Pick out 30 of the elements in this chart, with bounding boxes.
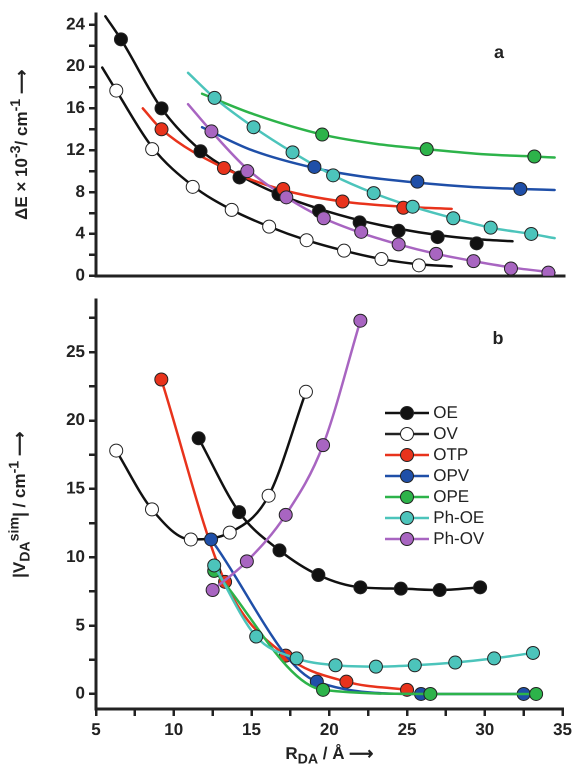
legend-label: OPE xyxy=(433,486,470,507)
x-tick-label: 25 xyxy=(398,720,416,739)
annotation: b xyxy=(492,328,504,350)
y-tick-label: 10 xyxy=(66,546,85,566)
legend-label: OV xyxy=(433,424,458,444)
y-tick-label: 0 xyxy=(76,265,85,284)
y-tick-label: 25 xyxy=(66,342,85,361)
x-tick-label: 30 xyxy=(475,720,494,739)
y-tick-label: 20 xyxy=(66,56,85,76)
y-tick-label: 15 xyxy=(66,478,85,498)
legend-label: Ph-OE xyxy=(433,508,484,528)
legend-label: OTP xyxy=(433,444,468,465)
y-tick-label: 16 xyxy=(66,98,85,118)
y-tick-label: 12 xyxy=(66,140,85,159)
legend-label: Ph-OV xyxy=(433,528,484,549)
legend-label: OE xyxy=(433,402,458,423)
x-tick-label: 35 xyxy=(553,720,572,739)
legend-label: OPV xyxy=(433,466,470,486)
x-tick-label: 20 xyxy=(320,720,339,739)
y-tick-label: 24 xyxy=(66,14,86,34)
x-tick-label: 15 xyxy=(242,720,261,739)
y-tick-label: 4 xyxy=(76,224,86,243)
x-tick-label: 5 xyxy=(91,720,101,739)
x-tick-label: 10 xyxy=(164,720,184,739)
y-tick-label: 0 xyxy=(76,684,85,703)
annotation: a xyxy=(494,42,504,64)
y-tick-label: 20 xyxy=(66,410,85,430)
y-tick-label: 5 xyxy=(76,615,85,634)
x-axis-title: R$_{DA}$ / Å ⟶ xyxy=(285,743,374,768)
y-tick-label: 8 xyxy=(76,182,85,201)
